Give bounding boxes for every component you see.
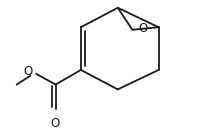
- Text: O: O: [23, 65, 32, 78]
- Text: O: O: [138, 22, 147, 35]
- Text: O: O: [50, 117, 59, 130]
